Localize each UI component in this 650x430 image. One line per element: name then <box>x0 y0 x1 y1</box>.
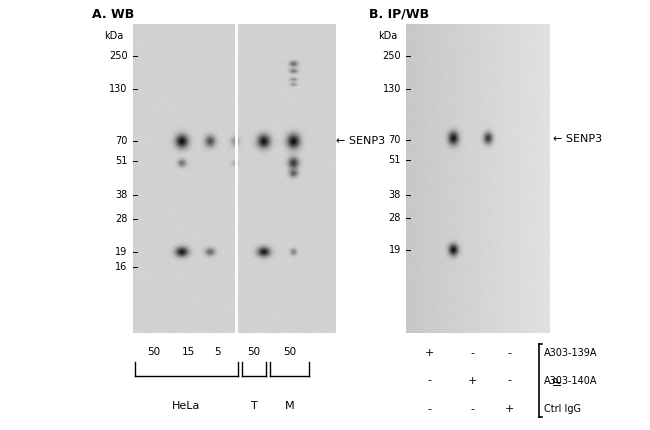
Text: 38: 38 <box>389 190 401 200</box>
Text: -: - <box>508 348 512 359</box>
Text: M: M <box>285 401 294 411</box>
Text: 50: 50 <box>283 347 296 356</box>
Text: ← SENP3: ← SENP3 <box>336 136 385 146</box>
Text: kDa: kDa <box>104 31 124 41</box>
Text: -: - <box>508 375 512 386</box>
Text: kDa: kDa <box>378 31 397 41</box>
Text: HeLa: HeLa <box>172 401 200 411</box>
Text: 51: 51 <box>115 157 127 166</box>
Text: A. WB: A. WB <box>92 8 134 21</box>
Text: 51: 51 <box>389 156 401 166</box>
Text: A303-140A: A303-140A <box>544 375 597 386</box>
Text: 130: 130 <box>109 84 127 94</box>
Text: 70: 70 <box>389 135 401 145</box>
Text: 5: 5 <box>214 347 221 356</box>
Text: Ctrl IgG: Ctrl IgG <box>544 405 581 415</box>
Text: 15: 15 <box>181 347 195 356</box>
Text: B. IP/WB: B. IP/WB <box>369 8 429 21</box>
Text: -: - <box>428 375 432 386</box>
Text: +: + <box>505 405 515 415</box>
Text: 38: 38 <box>115 190 127 200</box>
Text: A303-139A: A303-139A <box>544 348 597 359</box>
Text: +: + <box>468 375 477 386</box>
Text: 130: 130 <box>382 84 401 94</box>
Text: 28: 28 <box>115 214 127 224</box>
Text: +: + <box>425 348 434 359</box>
Text: 19: 19 <box>115 247 127 257</box>
Text: 250: 250 <box>382 51 401 61</box>
Text: 28: 28 <box>389 213 401 223</box>
Text: -: - <box>471 348 474 359</box>
Text: 16: 16 <box>115 262 127 272</box>
Text: -: - <box>428 405 432 415</box>
Text: -: - <box>471 405 474 415</box>
Text: 70: 70 <box>115 136 127 146</box>
Text: 50: 50 <box>247 347 260 356</box>
Text: IP: IP <box>552 376 563 385</box>
Text: T: T <box>251 401 257 411</box>
Text: ← SENP3: ← SENP3 <box>552 134 602 144</box>
Text: 19: 19 <box>389 245 401 255</box>
Text: 50: 50 <box>147 347 160 356</box>
Text: 250: 250 <box>109 51 127 61</box>
